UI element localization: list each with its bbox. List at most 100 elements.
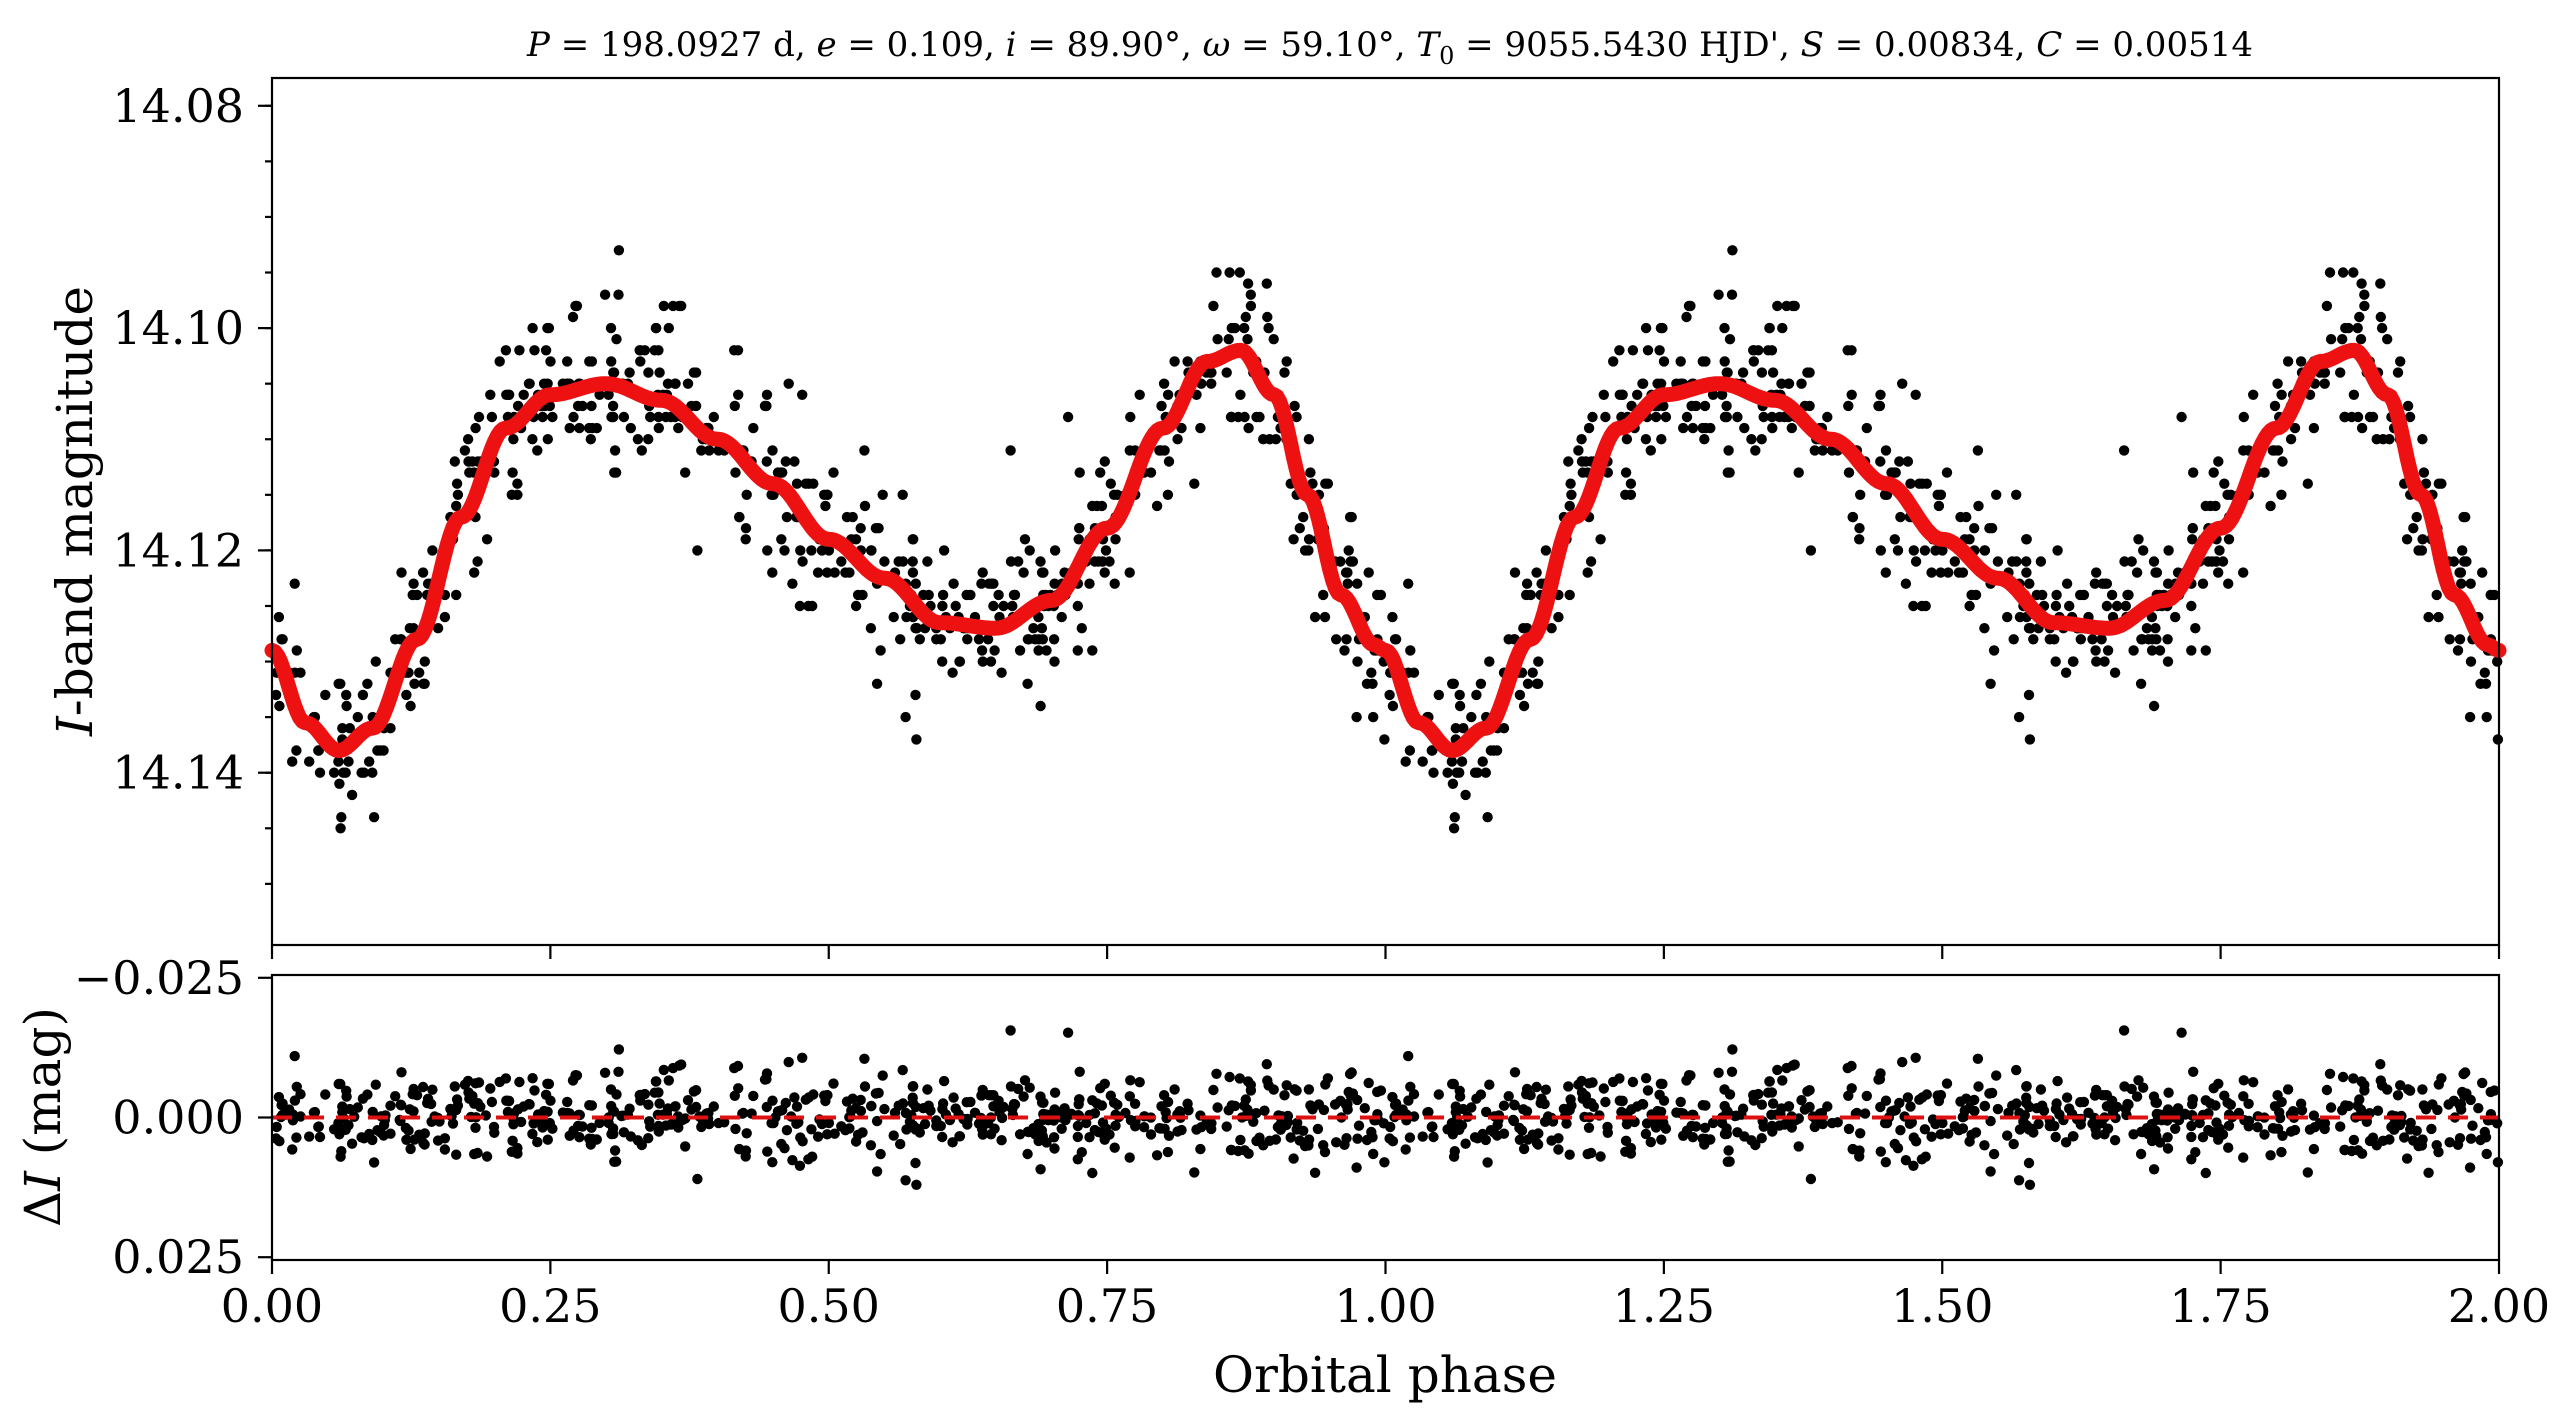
residual-point <box>1211 1068 1222 1080</box>
residual-point <box>1466 1102 1477 1113</box>
data-point <box>2267 445 2279 456</box>
residual-point <box>1233 1145 1244 1157</box>
residual-point <box>538 1105 550 1117</box>
data-point <box>439 611 451 623</box>
residual-point <box>2210 1100 2221 1111</box>
residual-point <box>1313 1099 1325 1110</box>
residual-point <box>1514 1134 1526 1146</box>
data-point <box>1854 523 1865 534</box>
residual-point <box>1081 1117 1092 1129</box>
data-point <box>449 456 460 467</box>
data-point <box>1739 422 1750 434</box>
residual-point <box>1022 1148 1033 1160</box>
residual-point <box>2135 1148 2147 1160</box>
data-point <box>486 411 498 423</box>
data-point <box>1093 556 1104 567</box>
x-tick-label: 1.25 <box>1613 1279 1715 1333</box>
residual-point <box>287 1144 298 1155</box>
residual-point <box>494 1076 505 1088</box>
data-point <box>1585 556 1597 567</box>
residual-point <box>346 1138 358 1149</box>
residual-point <box>662 1103 674 1114</box>
data-point <box>923 589 934 601</box>
residual-point <box>409 1134 420 1145</box>
data-point <box>682 378 694 389</box>
residual-point <box>1195 1143 1206 1155</box>
residual-point <box>2014 1124 2026 1135</box>
residual-point <box>1640 1073 1652 1084</box>
data-point <box>1707 389 1719 400</box>
data-point <box>1289 400 1300 412</box>
residual-point <box>2002 1130 2013 1141</box>
residual-point <box>2269 1101 2281 1112</box>
residual-point <box>515 1116 527 1128</box>
data-point <box>1176 422 1187 434</box>
residual-point <box>1943 1128 1954 1139</box>
residual-point <box>1793 1113 1805 1124</box>
data-point <box>1843 400 1854 412</box>
data-point <box>1162 389 1174 400</box>
data-point <box>2091 656 2102 667</box>
data-point <box>1251 411 1262 423</box>
residual-point <box>586 1122 597 1134</box>
data-point <box>2276 489 2287 500</box>
data-point <box>1900 578 1912 589</box>
data-point <box>1404 745 1416 756</box>
residual-point <box>708 1101 719 1112</box>
residual-point <box>613 1066 624 1078</box>
data-point <box>1028 623 1039 634</box>
data-point <box>2049 634 2060 645</box>
data-point <box>1417 756 1428 767</box>
residual-point <box>859 1053 870 1065</box>
data-point <box>625 422 636 434</box>
residual-point <box>1294 1135 1306 1146</box>
residual-point <box>1902 1092 1914 1103</box>
residual-point <box>2308 1143 2320 1155</box>
data-point <box>2170 611 2181 623</box>
data-point <box>1303 545 1314 556</box>
data-point <box>512 478 523 489</box>
residual-point <box>344 1103 355 1115</box>
data-point <box>781 511 793 523</box>
residual-point <box>828 1078 839 1089</box>
data-point <box>1767 422 1778 434</box>
data-point <box>776 534 787 545</box>
residual-point <box>1804 1085 1815 1096</box>
residual-point <box>643 1099 654 1110</box>
residual-point <box>514 1076 525 1088</box>
data-point <box>795 545 806 556</box>
data-point <box>1654 345 1665 356</box>
data-point <box>1627 345 1639 356</box>
data-point <box>1949 556 1961 567</box>
residual-point <box>859 1081 871 1092</box>
data-point <box>613 245 625 256</box>
data-point <box>609 445 621 456</box>
residual-point <box>609 1145 621 1156</box>
residual-point <box>1005 1025 1016 1036</box>
y-tick-label: 14.08 <box>112 79 244 133</box>
data-point <box>2068 656 2079 667</box>
residual-point <box>2314 1117 2326 1129</box>
residual-point <box>291 1132 302 1143</box>
data-point <box>401 689 412 701</box>
residual-point <box>1035 1091 1046 1102</box>
data-point <box>2050 656 2061 667</box>
residual-point <box>1417 1131 1428 1142</box>
data-point <box>2376 322 2388 334</box>
data-point <box>606 356 617 367</box>
data-point <box>1817 445 1828 456</box>
residual-point <box>2492 1118 2503 1129</box>
residual-point <box>1428 1131 1439 1143</box>
residual-point <box>820 1095 831 1107</box>
x-tick-label: 0.75 <box>1056 1279 1158 1333</box>
residual-point <box>2162 1132 2173 1143</box>
data-point <box>1748 345 1760 356</box>
residual-point <box>1713 1067 1724 1079</box>
data-point <box>803 478 814 489</box>
residual-point <box>2408 1135 2419 1146</box>
residual-point <box>1312 1123 1324 1135</box>
residual-point <box>607 1123 619 1134</box>
data-point <box>542 434 553 445</box>
data-point <box>938 545 950 556</box>
data-point <box>1049 656 1060 667</box>
